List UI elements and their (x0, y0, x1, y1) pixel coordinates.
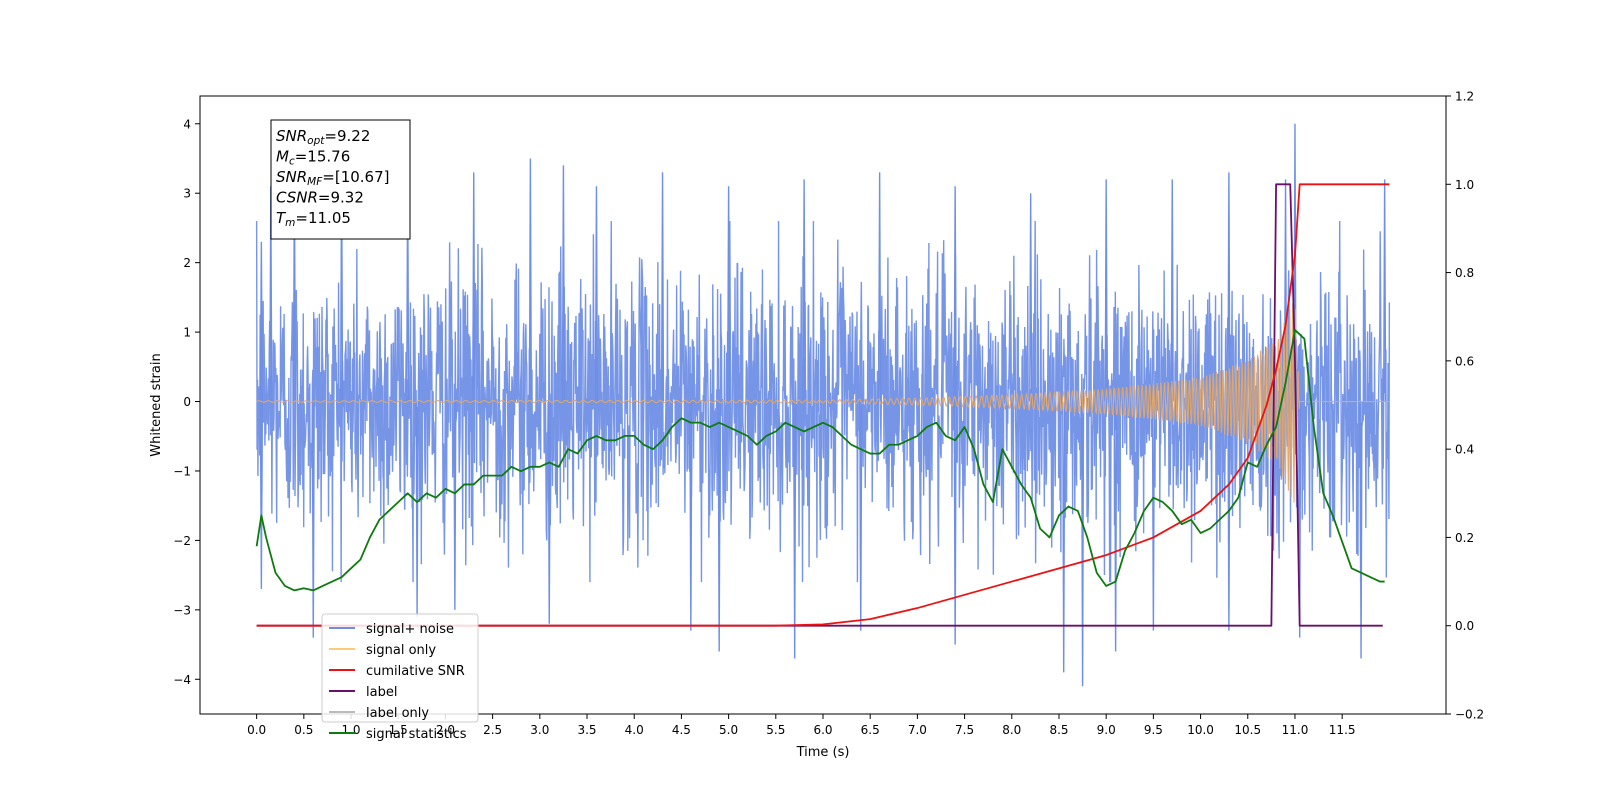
y-left-tick-label-5: −1 (173, 464, 191, 478)
x-tick-label-10: 5.0 (719, 723, 738, 737)
x-tick-label-21: 10.5 (1234, 723, 1261, 737)
x-tick-label-19: 9.5 (1144, 723, 1163, 737)
legend-label-0: signal+ noise (366, 622, 454, 637)
y-left-axis: 4 3 2 1 0 −1 −2 −3 −4 (173, 117, 200, 687)
y-left-tick-label-7: −3 (173, 603, 191, 617)
legend-label-5: signal statistics (366, 727, 467, 742)
y-axis-label: Whitened strain (149, 353, 164, 456)
x-tick-label-7: 3.5 (577, 723, 596, 737)
y-right-tick-label-2: 0.8 (1455, 266, 1474, 280)
x-tick-label-16: 8.0 (1002, 723, 1021, 737)
series-signal-statistics (255, 329, 1385, 592)
y-right-tick-label-7: −0.2 (1455, 708, 1484, 722)
annotation-line-0: SNRopt=9.22 (276, 127, 370, 147)
y-right-axis: 1.2 1.0 0.8 0.6 0.4 0.2 0.0 −0.2 (1446, 90, 1484, 722)
x-tick-label-14: 7.0 (908, 723, 927, 737)
x-axis-label: Time (s) (796, 745, 850, 760)
y-left-tick-label-3: 1 (183, 326, 191, 340)
y-left-tick-label-4: 0 (183, 395, 191, 409)
y-right-tick-label-4: 0.4 (1455, 443, 1474, 457)
x-tick-label-9: 4.5 (672, 723, 691, 737)
legend-label-2: cumilative SNR (366, 664, 465, 679)
x-tick-label-20: 10.0 (1187, 723, 1214, 737)
series-signal-only (256, 303, 1390, 503)
y-right-tick-label-3: 0.6 (1455, 354, 1474, 368)
annotation-line-3: CSNR=9.32 (276, 189, 364, 207)
legend-label-3: label (366, 685, 397, 700)
annotation-line-4: Tm=11.05 (276, 209, 351, 229)
x-tick-label-2: 1.0 (341, 723, 360, 737)
x-tick-label-13: 6.5 (861, 723, 880, 737)
y-left-tick-label-6: −2 (173, 534, 191, 548)
annotation-line-2: SNRMF=[10.67] (276, 168, 390, 188)
y-right-tick-label-6: 0.0 (1455, 619, 1474, 633)
x-tick-label-4: 2.0 (436, 723, 455, 737)
y-left-tick-label-0: 4 (183, 117, 191, 131)
x-tick-label-11: 5.5 (766, 723, 785, 737)
x-tick-label-6: 3.0 (530, 723, 549, 737)
series-label (256, 183, 1383, 627)
y-right-tick-label-1: 1.0 (1455, 178, 1474, 192)
x-tick-label-5: 2.5 (483, 723, 502, 737)
x-axis: 0.0 0.5 1.0 1.5 2.0 2.5 3.0 3.5 4.0 4.5 5.0 5.5 6.0 6… (247, 714, 1356, 737)
legend-label-1: signal only (366, 643, 436, 658)
series-layer (255, 123, 1391, 687)
x-tick-label-3: 1.5 (389, 723, 408, 737)
series-cumulative-snr (256, 183, 1390, 627)
y-left-tick-label-8: −4 (173, 673, 191, 687)
x-tick-label-8: 4.0 (625, 723, 644, 737)
y-left-tick-label-2: 2 (183, 256, 191, 270)
x-tick-label-17: 8.5 (1049, 723, 1068, 737)
series-signal-noise (255, 220, 1391, 583)
x-tick-label-0: 0.0 (247, 723, 266, 737)
x-tick-label-15: 7.5 (955, 723, 974, 737)
legend-frame (321, 613, 479, 723)
annotation-frame (270, 119, 411, 240)
annotation-line-1: Mc=15.76 (276, 148, 350, 168)
x-tick-label-12: 6.0 (813, 723, 832, 737)
legend-label-4: label only (366, 706, 429, 721)
y-right-tick-label-0: 1.2 (1455, 90, 1474, 104)
annotation-box: SNRopt=9.22Mc=15.76SNRMF=[10.67]CSNR=9.3… (270, 119, 411, 240)
y-right-tick-label-5: 0.2 (1455, 531, 1474, 545)
legend: signal+ noise signal only cumilative SNR la… (321, 613, 479, 742)
x-tick-label-1: 0.5 (294, 723, 313, 737)
x-tick-label-23: 11.5 (1329, 723, 1356, 737)
x-tick-label-22: 11.0 (1282, 723, 1309, 737)
x-tick-label-18: 9.0 (1097, 723, 1116, 737)
y-left-tick-label-1: 3 (183, 187, 191, 201)
